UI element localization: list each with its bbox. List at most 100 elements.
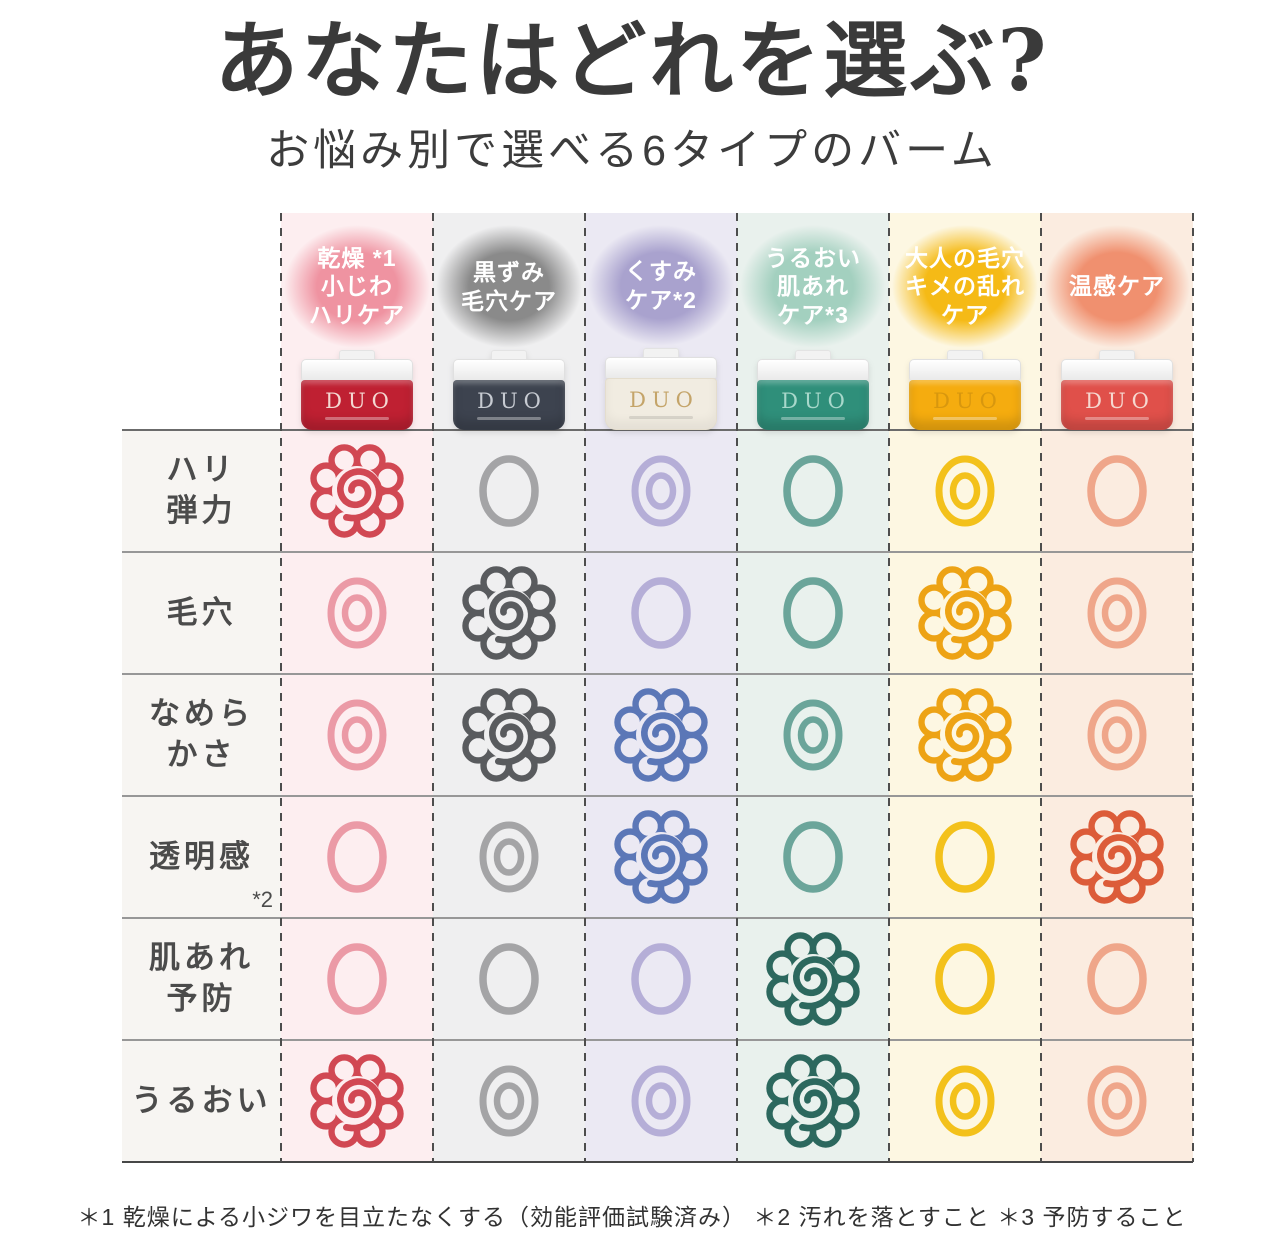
rating-cell-r3c3 [585, 674, 737, 796]
rating-cell-r4c4 [737, 796, 889, 918]
double-circle-icon [631, 1065, 691, 1137]
flower-icon [766, 1054, 860, 1148]
flower-icon [462, 566, 556, 660]
circle-icon [935, 821, 995, 893]
flower-icon [310, 1054, 404, 1148]
comparison-table: 乾燥 *1 小じわ ハリケア DUO 黒ずみ 毛穴ケア DUO くすみ ケア*2 DUO うるおい肌… [122, 213, 1194, 1163]
grid-vdash [888, 213, 890, 1162]
rating-cell-r1c1 [281, 430, 433, 552]
page-subtitle: お悩み別で選べる6タイプのバーム [266, 127, 998, 176]
row-label: なめら かさ [122, 674, 281, 796]
rating-cell-r6c5 [889, 1040, 1041, 1162]
row-label-line: 予防 [166, 981, 237, 1016]
double-circle-icon [1087, 577, 1147, 649]
rating-cell-r5c2 [433, 918, 585, 1040]
concern-badge: 温感ケア [1044, 225, 1190, 348]
jar-body: DUO [453, 380, 565, 430]
rating-cell-r4c1 [281, 796, 433, 918]
concern-badge-label-line: ケア [941, 301, 989, 328]
duo-logo: DUO [933, 388, 1003, 413]
double-circle-icon [1087, 699, 1147, 771]
duo-logo: DUO [325, 388, 395, 413]
row-label-line: なめら [149, 696, 254, 732]
concern-badge-label-line: 大人の毛穴 [905, 245, 1025, 272]
circle-icon [1087, 943, 1147, 1015]
product-jar-image: DUO [301, 350, 413, 430]
jar-small-print [477, 416, 541, 420]
grid-hline [122, 551, 1193, 553]
concern-badge-label-line: キメの乱れ [905, 273, 1025, 300]
double-circle-icon [327, 699, 387, 771]
concern-badge-label-line: うるおい [765, 245, 861, 272]
rating-cell-r5c4 [737, 918, 889, 1040]
circle-icon [935, 943, 995, 1015]
concern-badge-label-line: 温感ケア [1069, 273, 1165, 300]
product-jar-image: DUO [909, 350, 1021, 430]
product-column-header: 温感ケア DUO [1041, 213, 1193, 430]
double-circle-icon [631, 455, 691, 527]
grid-vdash [432, 213, 434, 1162]
grid-hline [122, 1039, 1193, 1041]
product-jar-image: DUO [605, 348, 717, 430]
rating-cell-r6c1 [281, 1040, 433, 1162]
jar-body: DUO [757, 380, 869, 430]
product-column-header: うるおい 肌あれ ケア*3 DUO [737, 213, 889, 430]
grid-vdash [1192, 213, 1194, 1162]
jar-body: DUO [909, 380, 1021, 430]
jar-lid-tab [491, 350, 527, 359]
page-title: あなたはどれを選ぶ? [214, 11, 1050, 110]
jar-lid [1061, 359, 1173, 380]
footnote: ＊1 乾燥による小ジワを目立たなくする（効能評価試験済み） ＊2 汚れを落とすこ… [77, 1204, 1187, 1230]
row-label: うるおい [122, 1040, 281, 1162]
rating-cell-r4c2 [433, 796, 585, 918]
circle-icon [631, 943, 691, 1015]
product-jar-image: DUO [453, 350, 565, 430]
duo-logo: DUO [1085, 388, 1155, 413]
jar-small-print [933, 416, 997, 420]
rating-cell-r3c6 [1041, 674, 1193, 796]
rating-cell-r6c4 [737, 1040, 889, 1162]
product-column-header: くすみ ケア*2 DUO [585, 213, 737, 430]
rating-cell-r3c4 [737, 674, 889, 796]
row-label-line: ハリ [166, 452, 237, 488]
jar-body: DUO [301, 380, 413, 430]
concern-badge-label-line: 乾燥 *1 [317, 245, 397, 272]
row-label: 肌あれ 予防 [122, 918, 281, 1040]
rating-cell-r2c6 [1041, 552, 1193, 674]
jar-small-print [781, 416, 845, 420]
rating-cell-r5c6 [1041, 918, 1193, 1040]
rating-cell-r2c1 [281, 552, 433, 674]
circle-icon [1087, 455, 1147, 527]
flower-icon [310, 444, 404, 538]
jar-lid-tab [1099, 350, 1135, 359]
concern-badge-label-line: ケア*2 [625, 286, 697, 313]
concern-badge-label-line: くすみ [625, 258, 697, 285]
rating-cell-r3c5 [889, 674, 1041, 796]
rating-cell-r6c3 [585, 1040, 737, 1162]
rating-cell-r6c2 [433, 1040, 585, 1162]
flower-icon [1070, 810, 1164, 904]
row-label-line: 肌あれ [149, 940, 254, 976]
jar-lid [909, 359, 1021, 380]
double-circle-icon [783, 699, 843, 771]
row-label-line: かさ [166, 737, 237, 772]
row-label: 透明感 *2 [122, 796, 281, 918]
product-jar-image: DUO [1061, 350, 1173, 430]
jar-body: DUO [1061, 380, 1173, 430]
row-label-line: 透明感 [149, 838, 254, 874]
jar-lid-tab [795, 350, 831, 359]
concern-badge-label-line: 黒ずみ [473, 259, 545, 286]
circle-icon [479, 455, 539, 527]
product-jar-image: DUO [757, 350, 869, 430]
flower-icon [918, 566, 1012, 660]
flower-icon [766, 932, 860, 1026]
grid-hline [122, 795, 1193, 797]
grid-vdash [1040, 213, 1042, 1162]
rating-cell-r1c3 [585, 430, 737, 552]
concern-badge: 乾燥 *1 小じわ ハリケア [284, 225, 430, 348]
circle-icon [631, 577, 691, 649]
jar-lid [301, 359, 413, 380]
jar-lid-tab [643, 348, 679, 357]
rating-cell-r6c6 [1041, 1040, 1193, 1162]
